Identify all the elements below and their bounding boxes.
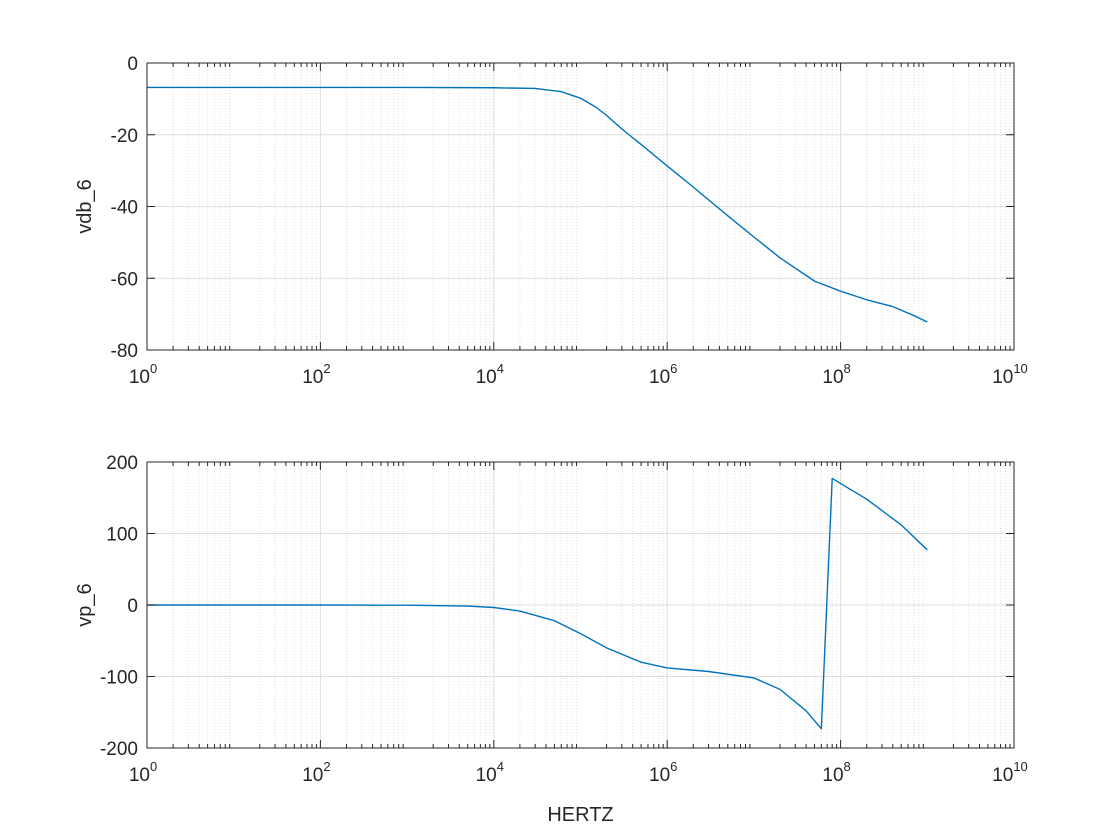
magnitude-major-grid xyxy=(147,63,1014,350)
phase-y-tick-label: -200 xyxy=(100,739,138,760)
magnitude-y-tick-label: -20 xyxy=(111,126,138,147)
phase-y-axis-label: vp_6 xyxy=(74,583,96,626)
phase-x-tick-label: 102 xyxy=(302,759,330,786)
phase-y-tick-label: 200 xyxy=(106,453,138,474)
phase-y-tick-label: 0 xyxy=(127,596,138,617)
magnitude-y-tick-label: 0 xyxy=(127,54,138,75)
magnitude-y-tick-label: -60 xyxy=(111,269,138,290)
magnitude-x-tick-label: 104 xyxy=(476,361,504,388)
magnitude-x-tick-label: 1010 xyxy=(992,361,1028,388)
phase-y-tick-label: -100 xyxy=(100,668,138,689)
magnitude-x-tick-label: 102 xyxy=(302,361,330,388)
magnitude-series-line xyxy=(147,86,928,323)
phase-x-tick-label: 106 xyxy=(649,759,677,786)
phase-series-line xyxy=(147,477,928,730)
phase-x-tick-label: 108 xyxy=(822,759,850,786)
phase-y-tick-label: 100 xyxy=(106,525,138,546)
magnitude-y-tick-label: -40 xyxy=(111,198,138,219)
magnitude-x-tick-label: 108 xyxy=(822,361,850,388)
magnitude-y-axis-label: vdb_6 xyxy=(74,179,96,234)
magnitude-x-tick-label: 100 xyxy=(129,361,157,388)
phase-plot: 100 102 104 106 108 1010 -200 -100 0 100 200 vp_6 HE… xyxy=(74,453,1028,826)
magnitude-y-tick-label: -80 xyxy=(111,341,138,362)
phase-x-axis-label: HERTZ xyxy=(547,804,613,826)
phase-x-tick-label: 100 xyxy=(129,759,157,786)
magnitude-plot: 100 102 104 106 108 1010 -80 -60 -40 -20 0 vdb_6 xyxy=(74,54,1028,388)
phase-x-tick-label: 1010 xyxy=(992,759,1028,786)
phase-x-tick-label: 104 xyxy=(476,759,504,786)
magnitude-x-tick-label: 106 xyxy=(649,361,677,388)
phase-minor-grid xyxy=(172,462,1011,748)
magnitude-minor-grid xyxy=(172,63,1011,350)
